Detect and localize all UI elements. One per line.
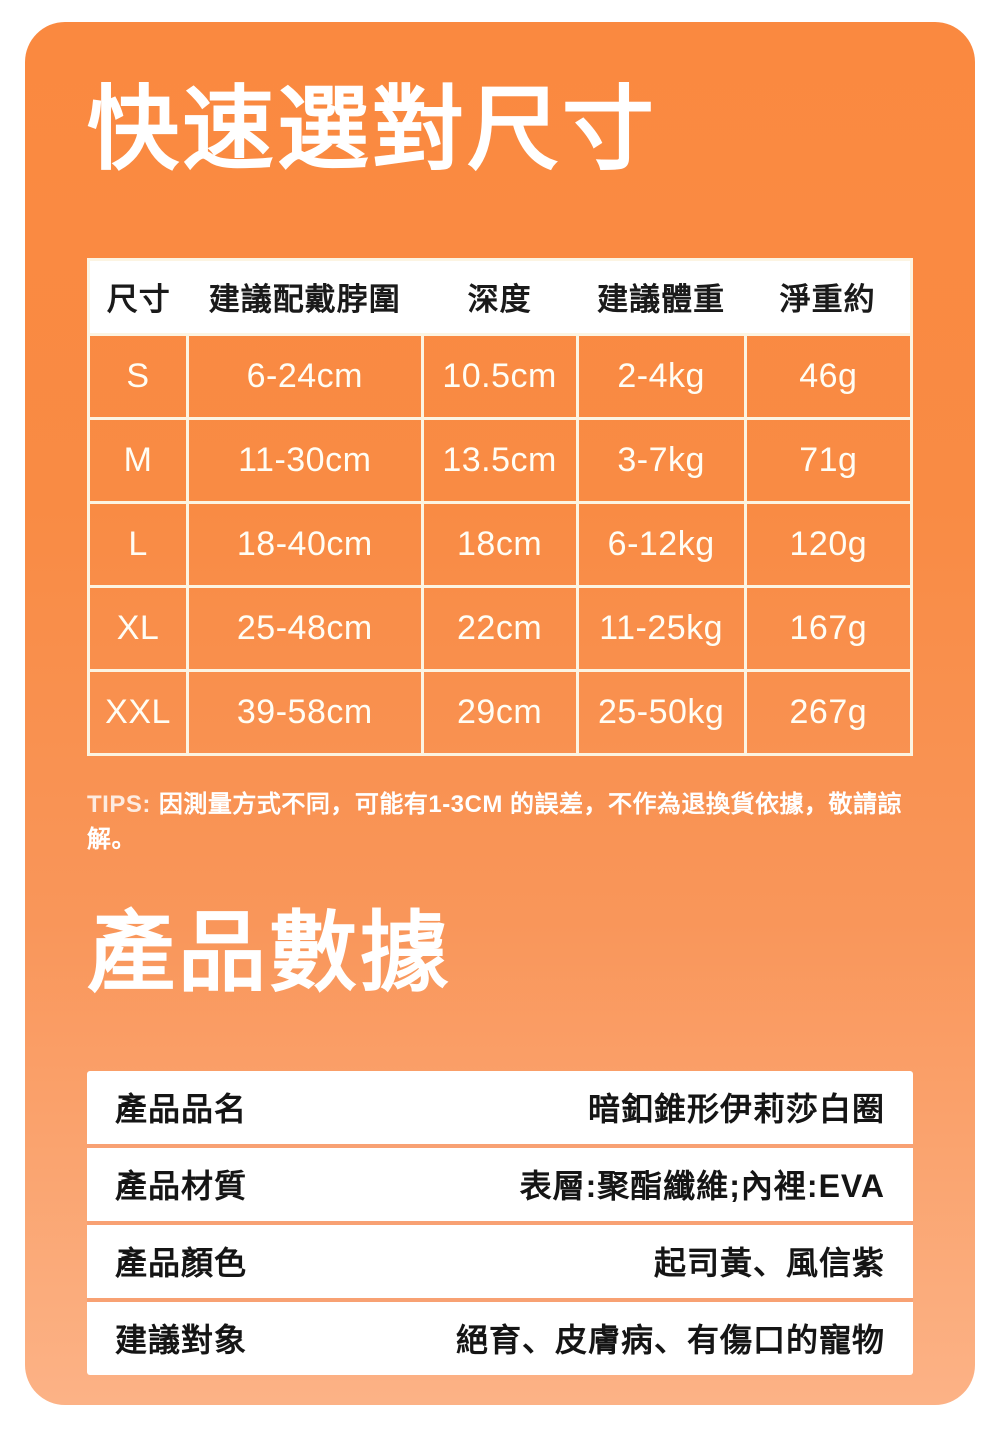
size-table-row: S 6-24cm 10.5cm 2-4kg 46g: [86, 332, 914, 420]
spec-row: 建議對象 絕育、皮膚病、有傷口的寵物: [87, 1297, 913, 1375]
size-table-cell: 120g: [743, 500, 914, 588]
size-table-cell: 11-30cm: [186, 416, 424, 504]
size-table-cell: 22cm: [420, 584, 579, 672]
spec-value: 起司黃、風信紫: [653, 1245, 885, 1282]
size-table-row: M 11-30cm 13.5cm 3-7kg 71g: [86, 416, 914, 504]
size-table-cell: XL: [86, 584, 190, 672]
spec-label: 產品品名: [115, 1091, 248, 1128]
size-table-column-header: 建議體重: [577, 259, 746, 336]
size-table-cell: 11-25kg: [575, 584, 747, 672]
spec-label: 產品顏色: [115, 1245, 248, 1282]
spec-value: 絕育、皮膚病、有傷口的寵物: [455, 1322, 885, 1359]
size-table-cell: L: [86, 500, 190, 588]
size-table-cell: 267g: [743, 668, 914, 756]
size-table-cell: 167g: [743, 584, 914, 672]
size-section-title: 快速選對尺寸: [87, 79, 658, 181]
size-table-cell: 29cm: [420, 668, 579, 756]
size-table-header-row: 尺寸 建議配戴脖圍 深度 建議體重 淨重約: [88, 259, 912, 336]
size-table-cell: XXL: [86, 668, 190, 756]
size-table-cell: 18cm: [420, 500, 579, 588]
size-table-column-header: 建議配戴脖圍: [187, 259, 423, 336]
spec-row: 產品品名 暗釦錐形伊莉莎白圈: [87, 1071, 913, 1144]
size-table: 尺寸 建議配戴脖圍 深度 建議體重 淨重約 S 6-24cm 10.5cm 2-4kg 46g M…: [86, 257, 914, 756]
size-table-body: S 6-24cm 10.5cm 2-4kg 46g M 11-30cm 13.5cm 3-7kg…: [86, 332, 914, 756]
size-table-column-header: 尺寸: [88, 259, 188, 336]
size-table-cell: 2-4kg: [575, 332, 747, 420]
tips-note: TIPS: 因測量方式不同，可能有1-3CM 的誤差，不作為退換貨依據，敬請諒解。: [87, 784, 913, 854]
size-table-cell: 71g: [743, 416, 914, 504]
spec-label: 建議對象: [115, 1322, 248, 1359]
spec-value: 表層:聚酯纖維;內裡:EVA: [519, 1168, 885, 1205]
specs-list: 產品品名 暗釦錐形伊莉莎白圈產品材質 表層:聚酯纖維;內裡:EVA 產品顏色 起司黃、風…: [87, 1070, 913, 1375]
size-table-cell: 3-7kg: [575, 416, 747, 504]
spec-row: 產品材質 表層:聚酯纖維;內裡:EVA: [87, 1143, 913, 1221]
tips-label: TIPS:: [87, 790, 151, 818]
size-table-cell: 6-12kg: [575, 500, 747, 588]
size-table-cell: 18-40cm: [186, 500, 424, 588]
promo-card: 快速選對尺寸 尺寸 建議配戴脖圍 深度 建議體重 淨重約 S 6-24cm 10.5cm 2-…: [25, 22, 975, 1405]
size-table-cell: 39-58cm: [186, 668, 424, 756]
spec-label: 產品材質: [115, 1168, 248, 1205]
spec-row: 產品顏色 起司黃、風信紫: [87, 1220, 913, 1298]
size-table-cell: S: [86, 332, 190, 420]
size-table-column-header: 深度: [422, 259, 578, 336]
size-table-cell: 25-48cm: [186, 584, 424, 672]
specs-section-title: 產品數據: [87, 902, 452, 1002]
size-table-column-header: 淨重約: [745, 259, 912, 336]
size-table-row: XXL 39-58cm 29cm 25-50kg 267g: [86, 668, 914, 756]
spec-value: 暗釦錐形伊莉莎白圈: [587, 1091, 885, 1128]
tips-text: 因測量方式不同，可能有1-3CM 的誤差，不作為退換貨依據，敬請諒解。: [87, 790, 903, 853]
size-table-row: L 18-40cm 18cm 6-12kg 120g: [86, 500, 914, 588]
size-table-cell: 6-24cm: [186, 332, 424, 420]
size-table-head: 尺寸 建議配戴脖圍 深度 建議體重 淨重約: [88, 259, 912, 336]
size-table-row: XL 25-48cm 22cm 11-25kg 167g: [86, 584, 914, 672]
size-table-cell: 25-50kg: [575, 668, 747, 756]
size-table-cell: 13.5cm: [420, 416, 579, 504]
size-table-cell: M: [86, 416, 190, 504]
size-table-cell: 10.5cm: [420, 332, 579, 420]
size-table-cell: 46g: [743, 332, 914, 420]
